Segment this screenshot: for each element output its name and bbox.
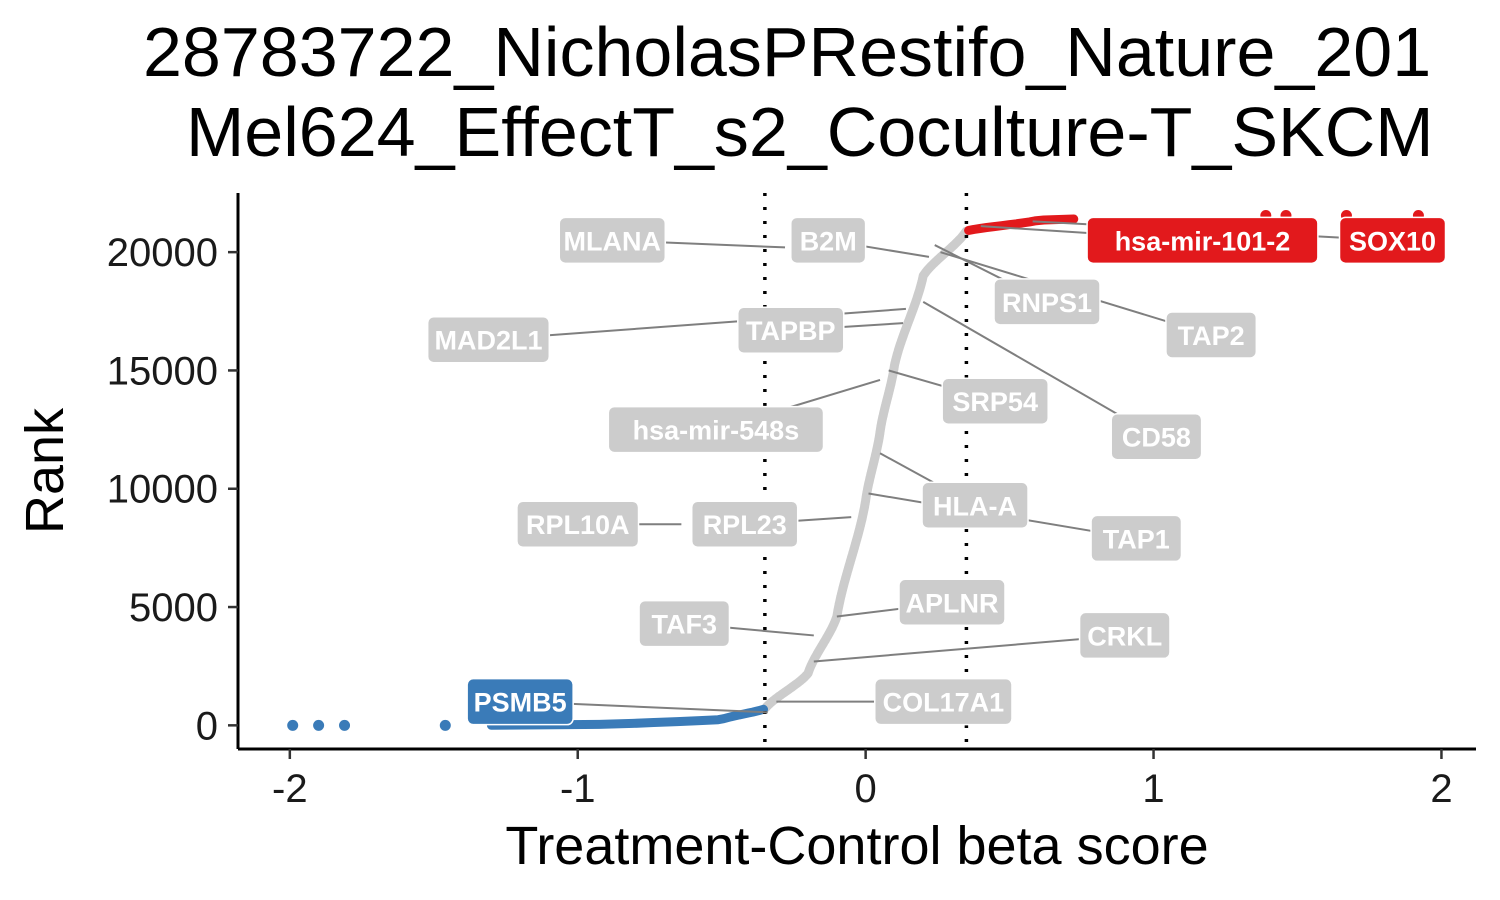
gene-label-box xyxy=(921,481,1029,530)
gene-label-box xyxy=(993,278,1101,326)
gene-label-text: PSMB5 xyxy=(474,688,567,718)
gene-label-box xyxy=(1090,514,1183,563)
gene-label-box xyxy=(898,578,1006,627)
gene-label-text: SOX10 xyxy=(1349,226,1436,256)
y-tick-label: 0 xyxy=(196,704,218,748)
gene-label: TAP1 xyxy=(1090,514,1183,563)
gene-label-box xyxy=(941,377,1049,425)
gene-label-text: RPL10A xyxy=(526,510,630,540)
gene-label-box xyxy=(1078,611,1171,660)
gene-label-text: TAF3 xyxy=(652,610,718,640)
gene-label-box xyxy=(466,677,574,726)
x-axis-title: Treatment-Control beta score xyxy=(505,816,1208,876)
gene-label-box xyxy=(1165,311,1258,359)
gene-label-text: TAP2 xyxy=(1178,321,1245,351)
data-point xyxy=(439,719,451,731)
data-point xyxy=(313,719,325,731)
gene-label: B2M xyxy=(790,216,867,265)
gene-label-box xyxy=(426,315,551,364)
axis-ticks: -2 -1 0 1 2 0 5000 10000 15000 20000 xyxy=(107,231,1453,811)
gene-label-text: COL17A1 xyxy=(883,688,1005,718)
gene-label-box xyxy=(1086,216,1319,265)
x-tick-label: 2 xyxy=(1430,767,1452,811)
label-leader-line xyxy=(813,634,1125,663)
gene-label-text: RNPS1 xyxy=(1002,288,1092,318)
y-tick-label: 5000 xyxy=(129,586,218,630)
gene-label-text: HLA-A xyxy=(933,491,1017,521)
gene-label-text: MAD2L1 xyxy=(434,326,542,356)
gene-label-box xyxy=(1110,412,1203,461)
data-points xyxy=(287,209,1424,731)
gene-label: RPL10A xyxy=(516,500,640,548)
gene-label: PSMB5 xyxy=(466,677,574,726)
gene-label: MAD2L1 xyxy=(426,315,551,364)
y-tick-label: 20000 xyxy=(107,231,218,275)
gene-label-text: B2M xyxy=(800,226,857,256)
chart-title-line-2: Mel624_EffectT_s2_Coculture-T_SKCM xyxy=(186,93,1434,171)
label-leader-lines xyxy=(488,220,1393,714)
gene-label: TAP2 xyxy=(1165,311,1258,359)
gene-label: TAF3 xyxy=(638,599,731,648)
gene-label-text: MLANA xyxy=(564,226,661,256)
gene-label-box xyxy=(874,677,1013,726)
gene-label-box xyxy=(690,500,799,548)
gene-label-text: RPL23 xyxy=(703,510,787,540)
gene-label-text: TAP1 xyxy=(1103,524,1170,554)
gene-label-box xyxy=(737,306,845,354)
data-point xyxy=(339,719,351,731)
gene-label: hsa-mir-548s xyxy=(607,405,825,454)
gene-label-box xyxy=(638,599,731,648)
gene-label-text: SRP54 xyxy=(952,387,1038,417)
cutoff-lines xyxy=(763,193,969,749)
chart-title: 28783722_NicholasPRestifo_Nature_201 Mel… xyxy=(143,13,1434,171)
gene-labels: MLANA B2M hsa-mir-101-2 SOX10 RNPS1 TAP2 MAD2L… xyxy=(426,216,1447,726)
x-tick-label: -2 xyxy=(272,767,308,811)
gene-label: SOX10 xyxy=(1338,216,1447,265)
gene-label: RNPS1 xyxy=(993,278,1101,326)
y-tick-label: 15000 xyxy=(107,349,218,393)
gene-label-box xyxy=(516,500,640,548)
curve-neutral xyxy=(760,226,971,713)
gene-label: CRKL xyxy=(1078,611,1171,660)
gene-label-box xyxy=(607,405,825,454)
gene-label: SRP54 xyxy=(941,377,1049,425)
gene-label: hsa-mir-101-2 xyxy=(1086,216,1319,265)
gene-label: APLNR xyxy=(898,578,1006,627)
y-tick-label: 10000 xyxy=(107,468,218,512)
gene-label-text: CRKL xyxy=(1087,621,1162,651)
axes xyxy=(236,193,1476,751)
gene-label-text: CD58 xyxy=(1122,423,1191,453)
gene-label: MLANA xyxy=(558,216,667,265)
gene-label-box xyxy=(1338,216,1447,265)
x-tick-label: -1 xyxy=(560,767,596,811)
gene-label-text: TAPBP xyxy=(746,316,836,346)
gene-label-text: APLNR xyxy=(906,588,999,618)
x-tick-label: 1 xyxy=(1142,767,1164,811)
x-tick-label: 0 xyxy=(855,767,877,811)
gene-label: HLA-A xyxy=(921,481,1029,530)
gene-label-box xyxy=(790,216,867,265)
gene-label: RPL23 xyxy=(690,500,799,548)
gene-label: COL17A1 xyxy=(874,677,1013,726)
y-axis-title: Rank xyxy=(15,407,75,534)
data-point xyxy=(287,719,299,731)
gene-label: CD58 xyxy=(1110,412,1203,461)
gene-label-text: hsa-mir-101-2 xyxy=(1115,226,1291,256)
gene-label-box xyxy=(558,216,667,265)
gene-label: TAPBP xyxy=(737,306,845,354)
gene-label-text: hsa-mir-548s xyxy=(633,416,800,446)
chart-title-line-1: 28783722_NicholasPRestifo_Nature_201 xyxy=(143,13,1431,91)
